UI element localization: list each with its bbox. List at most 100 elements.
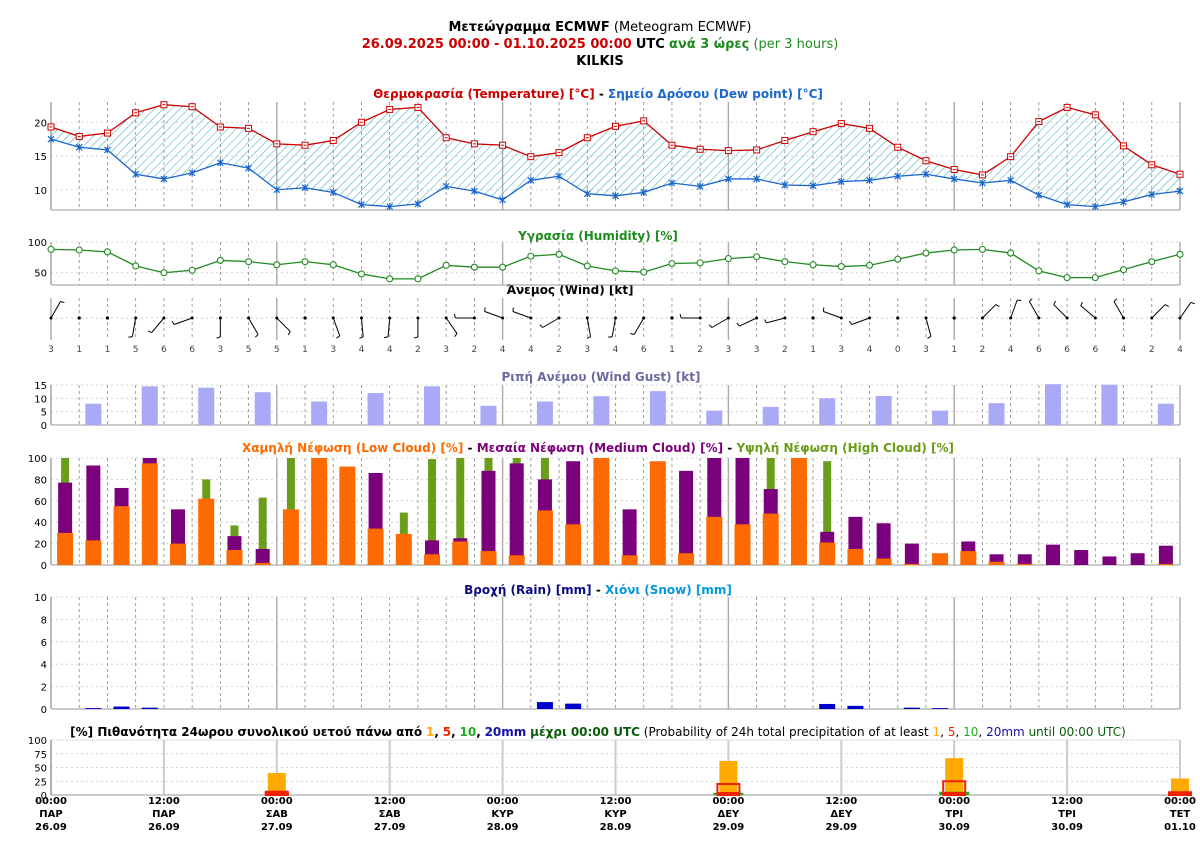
wind-speed-label: 2 xyxy=(782,345,788,355)
temperature-ytick: 15 xyxy=(34,152,47,163)
wind-barb-flag xyxy=(1053,300,1057,305)
rain-bar xyxy=(565,703,582,709)
dewpoint-point xyxy=(1063,201,1071,209)
humidity-point xyxy=(1091,274,1099,282)
wind-panel-title: Άνεμος (Wind) [kt] xyxy=(506,283,633,297)
medium-cloud-bar xyxy=(904,543,919,565)
rain-bar xyxy=(932,708,949,709)
wind-speed-label: 4 xyxy=(387,345,393,355)
low-cloud-bar xyxy=(311,458,328,565)
location-title: KILKIS xyxy=(576,54,623,69)
prob-1mm-bar xyxy=(267,773,286,795)
prob-baseline-mark xyxy=(264,792,289,795)
wind-barb xyxy=(248,317,259,335)
wind-speed-label: 1 xyxy=(76,345,82,355)
dewpoint-point xyxy=(301,184,309,192)
wind-barb xyxy=(1151,304,1166,319)
wind-barb-flag xyxy=(60,301,65,304)
temperature-ytick: 10 xyxy=(34,186,47,197)
xaxis-date-label: 29.09 xyxy=(825,822,857,833)
wind-barb-origin xyxy=(1093,316,1097,320)
wind-barb-origin xyxy=(529,316,533,320)
medium-cloud-bar xyxy=(1017,554,1032,565)
dewpoint-point xyxy=(47,135,55,143)
high-cloud-bar xyxy=(823,461,832,565)
humidity-point xyxy=(386,275,394,283)
humidity-point xyxy=(414,275,422,283)
gust-bar xyxy=(932,410,949,425)
medium-cloud-bar xyxy=(876,523,891,565)
wind-barb xyxy=(925,317,932,337)
low-cloud-bar xyxy=(819,542,836,565)
precip-ytick: 4 xyxy=(41,660,47,671)
humidity-point xyxy=(640,268,648,276)
dewpoint-point xyxy=(104,146,111,154)
humidity-point xyxy=(809,261,817,269)
wind-speed-label: 3 xyxy=(726,345,732,355)
xaxis-date-label: 01.10 xyxy=(1164,822,1196,833)
wind-barb-flag xyxy=(1164,304,1169,307)
wind-speed-label: 6 xyxy=(1036,345,1042,355)
dewpoint-point xyxy=(442,182,450,190)
xaxis-time-label: 12:00 xyxy=(374,796,406,807)
wind-barb-flag xyxy=(1113,298,1118,302)
wind-speed-label: 3 xyxy=(217,345,223,355)
xaxis-date-label: 29.09 xyxy=(713,822,745,833)
wind-calm-dot xyxy=(670,316,674,320)
dewpoint-point xyxy=(188,169,196,177)
gust-ytick: 0 xyxy=(41,421,47,432)
wind-speed-label: 2 xyxy=(415,345,421,355)
wind-speed-label: 2 xyxy=(472,345,478,355)
wind-speed-label: 6 xyxy=(161,345,167,355)
humidity-point xyxy=(499,263,507,271)
wind-barb xyxy=(851,317,870,325)
wind-barb-flag xyxy=(1190,301,1195,305)
humidity-point xyxy=(273,261,281,269)
wind-speed-label: 6 xyxy=(189,345,195,355)
medium-cloud-bar xyxy=(509,463,524,565)
dewpoint-point xyxy=(470,187,478,195)
gust-bar xyxy=(367,393,384,425)
wind-barb-origin xyxy=(1178,316,1182,320)
rain-bar xyxy=(113,706,130,709)
medium-cloud-bar xyxy=(1074,550,1089,565)
humidity-point xyxy=(781,258,789,266)
wind-speed-label: 2 xyxy=(556,345,562,355)
low-cloud-bar xyxy=(452,541,469,565)
dewpoint-point xyxy=(640,188,648,196)
xaxis-day-label: ΔΕΥ xyxy=(717,809,740,820)
low-cloud-bar xyxy=(762,513,779,565)
gust-ytick: 10 xyxy=(34,394,47,405)
gust-bar xyxy=(141,386,158,425)
low-cloud-bar xyxy=(565,524,582,565)
wind-speed-label: 1 xyxy=(810,345,816,355)
medium-cloud-bar xyxy=(1102,556,1117,565)
low-cloud-bar xyxy=(170,543,187,565)
wind-speed-label: 3 xyxy=(584,345,590,355)
wind-barb-origin xyxy=(585,316,589,320)
low-cloud-bar xyxy=(790,458,807,565)
medium-cloud-bar xyxy=(1130,553,1145,565)
wind-speed-label: 3 xyxy=(330,345,336,355)
high-cloud-bar xyxy=(456,458,465,565)
xaxis-time-label: 00:00 xyxy=(938,796,970,807)
low-cloud-bar xyxy=(508,555,525,565)
wind-speed-label: 5 xyxy=(274,345,280,355)
dewpoint-point xyxy=(781,181,789,189)
dewpoint-point xyxy=(583,190,591,198)
wind-barb xyxy=(823,311,842,319)
prob-ytick: 50 xyxy=(34,764,47,775)
humidity-point xyxy=(527,252,535,260)
dewpoint-point xyxy=(922,170,930,178)
humidity-point xyxy=(837,263,845,271)
temperature-ytick: 20 xyxy=(34,118,47,129)
wind-speed-label: 2 xyxy=(1149,345,1155,355)
wind-barb-flag xyxy=(454,333,458,337)
wind-barb-origin xyxy=(1150,316,1154,320)
xaxis-day-label: ΠΑΡ xyxy=(152,809,175,820)
wind-barb-origin xyxy=(698,316,702,320)
humidity-point xyxy=(950,246,958,254)
wind-barb-flag xyxy=(927,335,932,339)
medium-cloud-bar xyxy=(989,554,1004,565)
prob-ytick: 25 xyxy=(34,777,47,788)
